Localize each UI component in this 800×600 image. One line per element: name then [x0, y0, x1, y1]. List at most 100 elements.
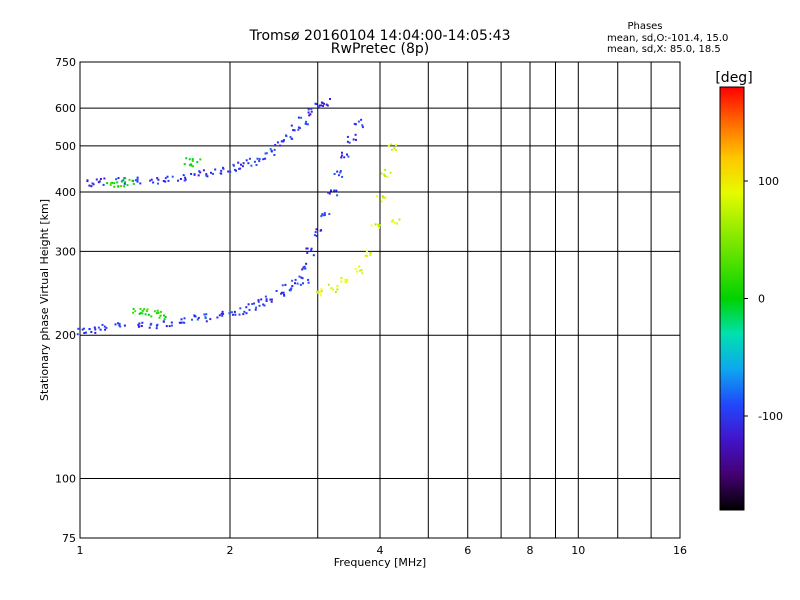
- data-point: [193, 173, 196, 176]
- data-point: [92, 183, 95, 186]
- data-point: [218, 314, 221, 317]
- y-tick-label: 600: [55, 102, 76, 115]
- data-point: [117, 177, 120, 180]
- data-point: [387, 144, 390, 147]
- data-point: [377, 223, 380, 226]
- data-point: [205, 320, 208, 323]
- data-point: [291, 279, 294, 282]
- data-point: [391, 148, 393, 151]
- data-point: [132, 307, 135, 310]
- data-point: [280, 292, 283, 295]
- data-point: [180, 318, 183, 321]
- data-point: [242, 313, 245, 316]
- data-point: [320, 290, 323, 293]
- data-point: [123, 324, 126, 327]
- data-point: [275, 290, 278, 292]
- data-point: [138, 325, 141, 328]
- data-point: [191, 318, 193, 321]
- data-point: [83, 332, 86, 334]
- data-point: [386, 175, 389, 178]
- data-point: [297, 128, 300, 131]
- data-point: [99, 328, 102, 331]
- data-point: [328, 213, 331, 215]
- data-point: [170, 321, 173, 324]
- data-point: [309, 113, 312, 116]
- data-point: [358, 265, 361, 268]
- data-point: [242, 162, 245, 165]
- data-point: [393, 147, 396, 150]
- data-point: [279, 144, 282, 147]
- data-point: [310, 247, 313, 250]
- data-point: [209, 318, 212, 321]
- data-point: [318, 104, 321, 107]
- data-point: [305, 120, 308, 123]
- x-tick-label: 8: [527, 544, 534, 557]
- data-point: [119, 325, 122, 328]
- data-point: [341, 175, 344, 178]
- data-point: [306, 252, 309, 254]
- data-point: [91, 182, 94, 185]
- data-point: [248, 308, 251, 311]
- data-point: [298, 275, 301, 278]
- data-point: [264, 295, 267, 298]
- colorbar-gradient: [719, 86, 745, 511]
- data-point: [205, 313, 208, 316]
- data-point: [179, 178, 182, 180]
- colorbar-tick-label: -100: [758, 410, 783, 423]
- data-point: [81, 328, 84, 331]
- data-point: [289, 289, 292, 292]
- data-point: [274, 144, 277, 146]
- data-point: [323, 102, 325, 105]
- data-point: [301, 268, 304, 271]
- data-point: [210, 171, 212, 174]
- x-tick-label: 6: [464, 544, 471, 557]
- data-point: [157, 311, 160, 314]
- data-point: [336, 170, 339, 173]
- data-point: [94, 328, 97, 331]
- data-point: [179, 321, 182, 324]
- data-point: [183, 317, 186, 320]
- data-point: [265, 300, 268, 302]
- data-point: [199, 158, 202, 161]
- data-point: [86, 179, 89, 182]
- data-point: [152, 181, 155, 184]
- data-point: [315, 228, 318, 231]
- data-point: [101, 323, 104, 326]
- data-point: [339, 170, 342, 173]
- data-point: [303, 265, 306, 268]
- data-point: [316, 290, 318, 293]
- data-point: [121, 180, 124, 183]
- data-point: [156, 323, 159, 326]
- data-point: [327, 283, 330, 286]
- data-point: [391, 220, 394, 223]
- data-point: [137, 323, 140, 326]
- data-point: [183, 163, 186, 166]
- data-point: [314, 231, 317, 234]
- data-point: [304, 267, 307, 270]
- data-point: [199, 171, 202, 174]
- data-point: [310, 110, 313, 113]
- data-point: [270, 298, 273, 301]
- data-point: [184, 178, 187, 181]
- data-point: [357, 120, 360, 123]
- data-point: [294, 282, 296, 285]
- data-point: [323, 214, 326, 217]
- x-tick-label: 16: [673, 544, 687, 557]
- data-point: [384, 175, 387, 178]
- data-point: [317, 106, 320, 109]
- data-point: [389, 171, 392, 174]
- data-point: [348, 141, 351, 144]
- data-point: [164, 177, 167, 180]
- data-point: [316, 291, 319, 294]
- data-point: [110, 182, 113, 184]
- data-point: [305, 247, 308, 250]
- data-point: [143, 308, 146, 311]
- data-point: [214, 168, 217, 171]
- data-point: [308, 114, 311, 117]
- data-point: [346, 140, 349, 143]
- data-point: [255, 164, 258, 166]
- data-point: [356, 270, 359, 273]
- data-point: [138, 322, 141, 325]
- data-point: [184, 176, 187, 179]
- data-point: [191, 158, 194, 161]
